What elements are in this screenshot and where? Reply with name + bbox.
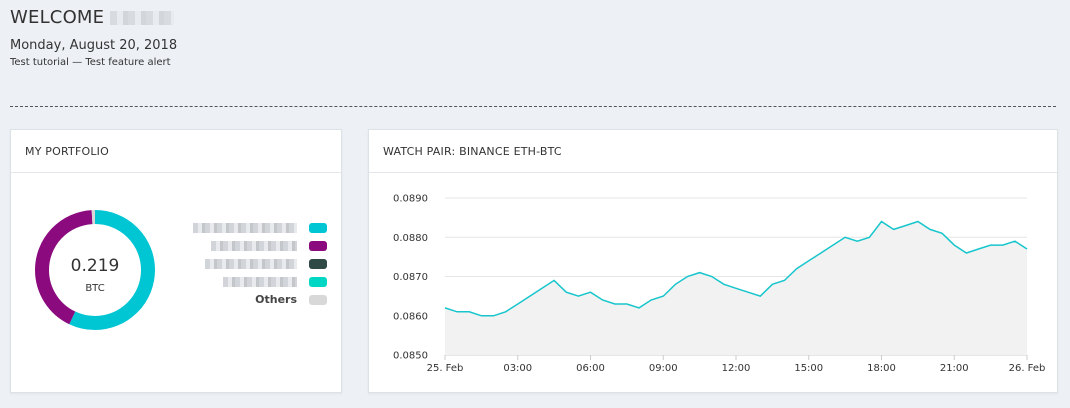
legend-label-blurred xyxy=(193,223,297,233)
y-tick-label: 0.0880 xyxy=(393,233,428,244)
legend-item[interactable] xyxy=(181,238,327,256)
legend-label-blurred xyxy=(205,259,297,269)
x-tick-label: 26. Feb xyxy=(1009,363,1046,374)
legend-item[interactable] xyxy=(181,220,327,238)
x-tick-label: 18:00 xyxy=(867,363,896,374)
legend-swatch xyxy=(309,241,327,251)
portfolio-total-value: 0.219 xyxy=(70,256,120,276)
donut-segment[interactable] xyxy=(35,210,155,330)
current-date: Monday, August 20, 2018 xyxy=(10,38,178,53)
legend-item[interactable] xyxy=(181,274,327,292)
x-tick-label: 15:00 xyxy=(794,363,823,374)
portfolio-legend: Others xyxy=(181,220,327,310)
y-tick-label: 0.0890 xyxy=(393,194,428,205)
legend-item[interactable]: Others xyxy=(181,292,327,310)
portfolio-card: MY PORTFOLIO 0.219 BTC Others xyxy=(10,129,342,393)
portfolio-title: MY PORTFOLIO xyxy=(11,130,341,173)
y-tick-label: 0.0870 xyxy=(393,272,428,283)
x-tick-label: 09:00 xyxy=(649,363,678,374)
y-tick-label: 0.0850 xyxy=(393,351,428,362)
legend-swatch xyxy=(309,223,327,233)
legend-swatch xyxy=(309,277,327,287)
legend-swatch xyxy=(309,295,327,305)
portfolio-donut xyxy=(35,210,155,330)
user-name-blurred xyxy=(110,10,175,25)
legend-label: Others xyxy=(255,293,297,306)
donut-segment[interactable] xyxy=(35,210,155,330)
welcome-title: WELCOME xyxy=(10,7,105,28)
watch-pair-card: WATCH PAIR: BINANCE ETH-BTC 0.0890 0.0880… xyxy=(368,129,1058,393)
legend-item[interactable] xyxy=(181,256,327,274)
header-divider xyxy=(10,106,1056,107)
x-tick-label: 25. Feb xyxy=(427,363,464,374)
x-tick-label: 12:00 xyxy=(722,363,751,374)
y-tick-label: 0.0860 xyxy=(393,311,428,322)
portfolio-unit: BTC xyxy=(85,283,105,294)
watch-pair-title: WATCH PAIR: BINANCE ETH-BTC xyxy=(369,130,1057,173)
legend-label-blurred xyxy=(223,277,297,287)
welcome-header: WELCOME xyxy=(10,7,175,28)
x-tick-label: 03:00 xyxy=(503,363,532,374)
price-line[interactable] xyxy=(444,220,1028,317)
x-tick-label: 21:00 xyxy=(940,363,969,374)
price-area xyxy=(445,221,1027,355)
x-tick-label: 06:00 xyxy=(576,363,605,374)
tutorial-link[interactable]: Test tutorial — Test feature alert xyxy=(10,57,171,68)
legend-swatch xyxy=(309,259,327,269)
legend-label-blurred xyxy=(211,241,297,251)
